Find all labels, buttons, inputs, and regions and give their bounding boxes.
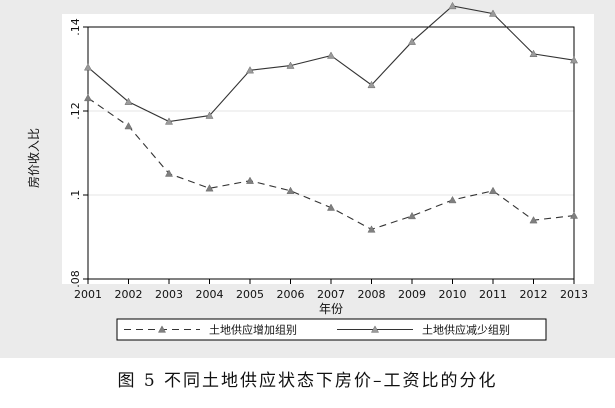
data-point-marker <box>448 195 457 204</box>
x-tick-label: 2002 <box>115 288 143 301</box>
data-point-marker <box>124 97 133 105</box>
data-point-marker <box>164 117 174 125</box>
x-tick-label: 2010 <box>439 288 467 301</box>
legend-label-1: 土地供应增加组别 <box>209 323 297 337</box>
x-tick-label: 2003 <box>155 288 183 301</box>
x-tick-label: 2005 <box>236 288 264 301</box>
data-point-marker <box>245 66 255 74</box>
legend-box <box>116 318 547 341</box>
x-tick-label: 2004 <box>196 288 224 301</box>
data-point-marker <box>124 122 133 130</box>
data-point-marker <box>448 1 457 10</box>
legend: 土地供应增加组别 土地供应减少组别 <box>124 323 510 337</box>
y-tick-label: .08 <box>69 270 82 288</box>
x-tick-label: 2001 <box>74 288 102 301</box>
data-point-marker <box>286 186 295 194</box>
x-tick-label: 2008 <box>358 288 386 301</box>
x-tick-label: 2013 <box>560 288 588 301</box>
y-tick-label: .12 <box>69 102 82 120</box>
data-point-marker <box>488 9 498 17</box>
data-point-marker <box>407 37 417 45</box>
data-point-marker <box>569 211 579 219</box>
x-tick-label: 2006 <box>277 288 305 301</box>
y-tick-label: .14 <box>69 18 82 36</box>
data-point-marker <box>367 80 376 89</box>
data-point-marker <box>326 203 336 211</box>
data-point-marker <box>205 184 214 192</box>
data-point-marker <box>326 51 336 59</box>
data-point-marker <box>488 186 498 194</box>
x-axis: 2001 2002 2003 2004 2005 2006 2007 2008 2009 2010… <box>74 279 588 301</box>
data-point-marker <box>164 169 174 177</box>
legend-marker-1 <box>157 325 167 333</box>
y-axis-label: 房价收入比 <box>26 128 41 188</box>
figure-caption: 图 5 不同土地供应状态下房价–工资比的分化 <box>117 371 498 391</box>
x-tick-label: 2007 <box>317 288 345 301</box>
x-tick-label: 2009 <box>398 288 426 301</box>
y-tick-label: .1 <box>69 190 82 201</box>
x-axis-label: 年份 <box>319 302 343 316</box>
data-point-marker <box>286 61 295 69</box>
data-point-marker <box>529 49 538 58</box>
x-tick-label: 2012 <box>520 288 548 301</box>
data-point-marker <box>407 211 417 220</box>
x-tick-label: 2011 <box>479 288 507 301</box>
data-point-marker <box>569 56 579 64</box>
plot-region <box>62 14 594 284</box>
data-point-marker <box>83 93 93 102</box>
data-point-marker <box>245 176 255 184</box>
legend-label-2: 土地供应减少组别 <box>422 323 510 337</box>
legend-marker-2 <box>370 325 380 333</box>
data-point-marker <box>205 111 214 119</box>
data-point-marker <box>83 63 93 71</box>
series-layer <box>83 1 579 233</box>
y-axis: .08 .1 .12 .14 <box>69 18 88 288</box>
data-point-marker <box>529 216 538 224</box>
data-point-marker <box>367 225 376 233</box>
